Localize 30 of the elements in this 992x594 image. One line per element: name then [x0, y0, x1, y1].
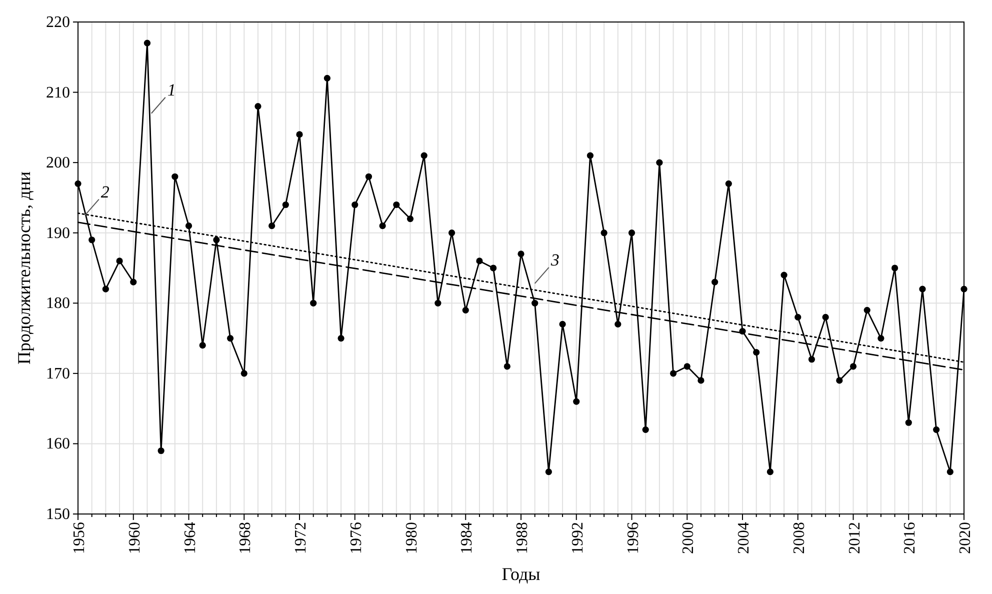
x-tick-label: 1984: [458, 522, 476, 554]
y-axis-title: Продолжительность, дни: [14, 171, 34, 365]
x-tick-label: 1992: [569, 522, 586, 554]
x-tick-label: 2008: [790, 522, 808, 554]
x-tick-label: 1976: [348, 522, 365, 554]
y-tick-label: 150: [46, 506, 70, 523]
x-tick-label: 1980: [403, 522, 420, 554]
y-tick-label: 190: [46, 224, 70, 242]
annotation: 2: [100, 182, 110, 202]
x-tick-label: 2020: [957, 522, 974, 554]
x-tick-label: 2004: [736, 522, 752, 554]
x-axis-title: Годы: [502, 564, 540, 584]
x-tick-label: 1956: [71, 522, 88, 554]
x-tick-label: 1996: [624, 522, 642, 554]
annotation: 3: [550, 250, 560, 270]
x-tick-label: 2000: [680, 522, 698, 554]
x-tick-label: 2012: [846, 522, 864, 554]
y-tick-label: 170: [46, 365, 70, 382]
y-tick-label: 200: [46, 154, 70, 172]
y-tick-label: 220: [46, 14, 70, 31]
y-tick-label: 210: [46, 84, 70, 102]
y-tick-label: 160: [46, 436, 70, 453]
x-tick-label: 1988: [514, 522, 531, 554]
x-tick-label: 2016: [902, 522, 919, 554]
x-tick-label: 1972: [292, 522, 310, 554]
x-tick-label: 1964: [182, 522, 199, 554]
annotation: 1: [167, 80, 176, 100]
x-tick-label: 1968: [237, 522, 254, 554]
y-tick-label: 180: [46, 295, 70, 312]
x-tick-label: 1960: [126, 522, 144, 554]
